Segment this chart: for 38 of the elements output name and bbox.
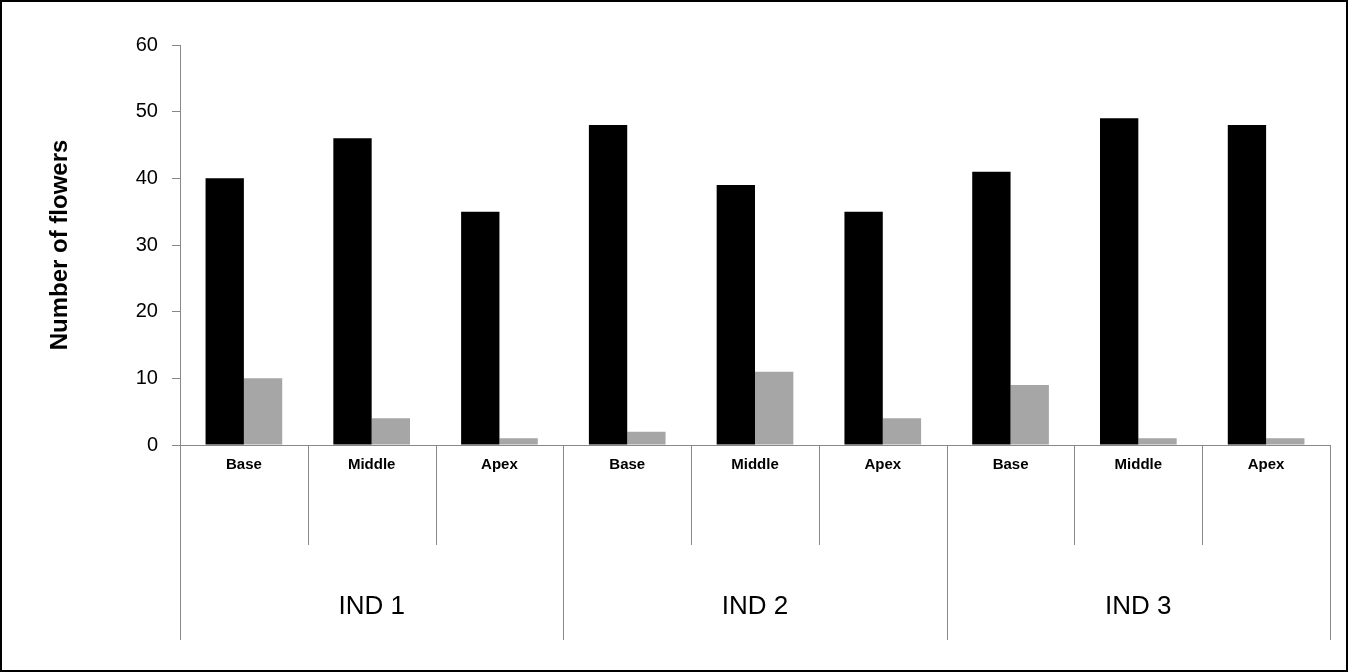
bar	[371, 418, 410, 445]
x-tick-label: Middle	[347, 455, 396, 473]
text: IND 3	[1105, 590, 1172, 621]
x-tick-label: Middle	[1114, 455, 1163, 473]
bar	[499, 438, 538, 445]
x-tick-label: Base	[992, 455, 1029, 473]
y-tick-label: 60	[135, 32, 158, 55]
bar	[882, 418, 922, 445]
bar	[1138, 438, 1177, 445]
bar	[1100, 118, 1139, 445]
x-tick-label: Apex	[1247, 455, 1286, 473]
text: IND 2	[721, 590, 789, 621]
bar	[627, 431, 666, 445]
y-tick-label: 20	[135, 299, 158, 322]
bar	[844, 211, 883, 445]
x-tick-label: Base	[609, 455, 646, 473]
x-tick-label: Middle	[731, 455, 779, 473]
bar	[243, 378, 283, 445]
bar	[333, 138, 372, 445]
bar	[461, 211, 500, 445]
bar	[1266, 438, 1305, 445]
x-tick-label: Base	[225, 455, 262, 473]
bar	[755, 371, 794, 445]
y-tick-label: 0	[146, 432, 158, 455]
y-tick-label: 10	[135, 365, 158, 388]
y-tick-label: 50	[135, 99, 158, 122]
bar	[1227, 125, 1267, 445]
bar	[972, 171, 1011, 445]
bar	[1010, 385, 1049, 445]
bar	[588, 125, 628, 445]
x-tick-label: Apex	[481, 455, 519, 473]
x-tick-label: Apex	[864, 455, 902, 473]
bar	[716, 185, 755, 445]
bar	[205, 178, 244, 445]
y-tick-label: 40	[135, 165, 158, 188]
y-axis-title: Number of flowers	[45, 139, 73, 351]
text: IND 1	[338, 590, 405, 621]
y-tick-label: 30	[135, 232, 158, 255]
